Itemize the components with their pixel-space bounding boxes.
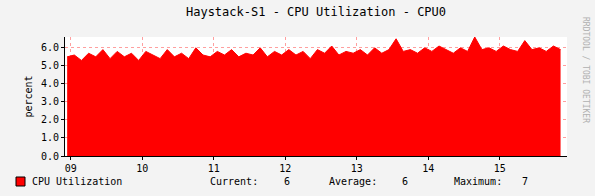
svg-text:1.0: 1.0 xyxy=(41,132,59,143)
svg-text:6: 6 xyxy=(284,176,290,187)
svg-text:Current:: Current: xyxy=(210,176,258,187)
svg-text:14: 14 xyxy=(422,163,434,174)
svg-text:7: 7 xyxy=(522,176,528,187)
svg-text:CPU Utilization: CPU Utilization xyxy=(32,176,122,187)
svg-text:09: 09 xyxy=(65,163,77,174)
svg-text:15: 15 xyxy=(494,163,506,174)
svg-text:10: 10 xyxy=(136,163,148,174)
svg-text:Haystack-S1 - CPU Utilization: Haystack-S1 - CPU Utilization - CPU0 xyxy=(186,5,446,19)
svg-text:RRDTOOL / TOBI OETIKER: RRDTOOL / TOBI OETIKER xyxy=(581,17,590,123)
svg-text:6: 6 xyxy=(402,176,408,187)
svg-text:12: 12 xyxy=(279,163,291,174)
svg-text:0.0: 0.0 xyxy=(41,151,59,162)
svg-text:4.0: 4.0 xyxy=(41,78,59,89)
svg-text:percent: percent xyxy=(23,75,34,117)
svg-text:Average:: Average: xyxy=(329,176,377,187)
svg-text:2.0: 2.0 xyxy=(41,114,59,125)
svg-text:5.0: 5.0 xyxy=(41,60,59,71)
svg-text:3.0: 3.0 xyxy=(41,96,59,107)
svg-text:13: 13 xyxy=(351,163,363,174)
svg-text:Maximum:: Maximum: xyxy=(454,176,502,187)
svg-text:11: 11 xyxy=(208,163,220,174)
svg-text:6.0: 6.0 xyxy=(41,42,59,53)
